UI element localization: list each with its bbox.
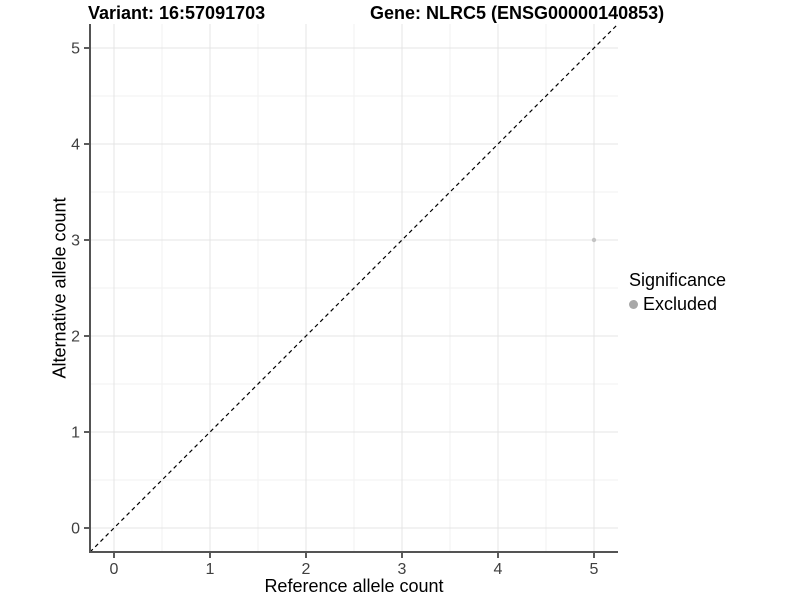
svg-text:0: 0	[110, 561, 119, 578]
legend-item-label: Excluded	[643, 294, 718, 314]
svg-text:1: 1	[71, 425, 80, 442]
legend-title: Significance	[629, 270, 727, 290]
svg-text:4: 4	[71, 137, 80, 154]
svg-text:2: 2	[302, 561, 311, 578]
svg-text:5: 5	[590, 561, 599, 578]
svg-text:2: 2	[71, 329, 80, 346]
x-axis-label: Reference allele count	[264, 576, 444, 596]
svg-text:3: 3	[398, 561, 407, 578]
legend: Significance Excluded	[629, 270, 726, 315]
legend-item-excluded: Excluded	[629, 294, 726, 315]
svg-text:5: 5	[71, 41, 80, 58]
svg-text:0: 0	[71, 521, 80, 538]
legend-point-icon	[629, 300, 638, 309]
svg-text:1: 1	[206, 561, 215, 578]
plot-title-variant: Variant: 16:57091703	[88, 3, 266, 23]
svg-text:4: 4	[494, 561, 503, 578]
svg-text:3: 3	[71, 233, 80, 250]
plot-title-gene: Gene: NLRC5 (ENSG00000140853)	[370, 3, 665, 23]
y-axis-label: Alternative allele count	[49, 197, 70, 379]
